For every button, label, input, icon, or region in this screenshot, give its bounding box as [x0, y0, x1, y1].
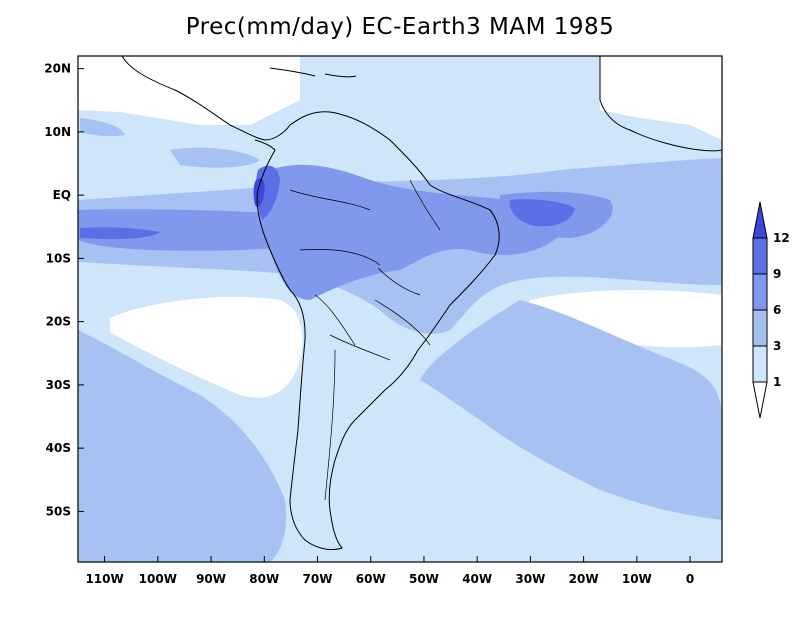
lat-tick-label: 50S [46, 504, 71, 518]
south-america-coastline [121, 56, 500, 551]
precip-band-6-9-amazon [264, 164, 560, 300]
precip-band-6-9-pacific [78, 209, 300, 251]
lon-tick-label: 110W [85, 572, 123, 586]
precip-band-9-12-pacific [80, 227, 160, 240]
dry-zone-north-pacific [78, 56, 300, 125]
colorbar-label: 6 [773, 303, 781, 317]
lat-tick-label: 40S [46, 441, 71, 455]
colorbar-high-triangle [752, 201, 768, 239]
lon-tick-label: 40W [462, 572, 492, 586]
lon-tick-label: 80W [249, 572, 279, 586]
colorbar-segment [752, 273, 768, 311]
colorbar-segment [752, 345, 768, 383]
lon-tick-label: 70W [303, 572, 333, 586]
precip-band-3-6-south-pacific [78, 330, 287, 562]
border-line-5 [374, 299, 431, 346]
map-frame [77, 55, 723, 563]
precip-band-3-6-south-atlantic [420, 300, 722, 520]
cuba-coastline [269, 67, 316, 77]
dry-zone-southeast-pacific [110, 296, 303, 398]
latitude-ticks: 20N 10N EQ 10S 20S 30S 40S 50S [44, 62, 84, 518]
lon-tick-label: 30W [515, 572, 545, 586]
lat-tick-label: EQ [53, 188, 71, 202]
border-line-8 [409, 179, 441, 231]
lon-tick-label: 100W [139, 572, 177, 586]
lon-tick-label: 50W [409, 572, 439, 586]
colorbar-segment [752, 237, 768, 275]
border-line-1 [289, 189, 371, 211]
border-line-4 [329, 334, 391, 361]
precip-band-9-12-atlantic [509, 199, 575, 227]
colorbar-label: 3 [773, 339, 781, 353]
lat-tick-label: 20S [46, 315, 71, 329]
border-line-6 [377, 267, 421, 296]
africa-coastline [599, 56, 722, 152]
precip-band-3-6-east-pacific [170, 147, 260, 168]
colorbar-segment [752, 309, 768, 347]
lat-tick-label: 10N [44, 125, 71, 139]
border-line-3 [314, 294, 356, 346]
lon-tick-label: 0 [686, 572, 694, 586]
lat-tick-label: 20N [44, 62, 71, 76]
colorbar-label: 12 [773, 231, 790, 245]
lon-tick-label: 20W [569, 572, 599, 586]
country-borders [289, 179, 441, 501]
colorbar: 1 3 6 9 12 [752, 201, 790, 419]
colorbar-label: 1 [773, 375, 781, 389]
colorbar-low-triangle [752, 381, 768, 419]
border-line-2 [299, 249, 381, 266]
lat-tick-label: 10S [46, 251, 71, 265]
dry-zone-west-africa [600, 56, 722, 140]
border-line-7 [324, 349, 336, 501]
coastlines [121, 56, 722, 551]
lon-tick-label: 10W [622, 572, 652, 586]
colorbar-label: 9 [773, 267, 781, 281]
lon-tick-label: 60W [356, 572, 386, 586]
precipitation-field [78, 56, 722, 562]
precip-band-3-6-patch [80, 118, 125, 137]
lat-tick-label: 30S [46, 378, 71, 392]
lon-tick-label: 90W [196, 572, 226, 586]
longitude-ticks: 110W 100W 90W 80W 70W 60W 50W 40W 30W 20W 10W 0 [85, 556, 694, 586]
precip-band-over-12 [253, 178, 265, 207]
map-title: Prec(mm/day) EC-Earth3 MAM 1985 [185, 14, 615, 40]
hispaniola-coastline [324, 73, 357, 78]
